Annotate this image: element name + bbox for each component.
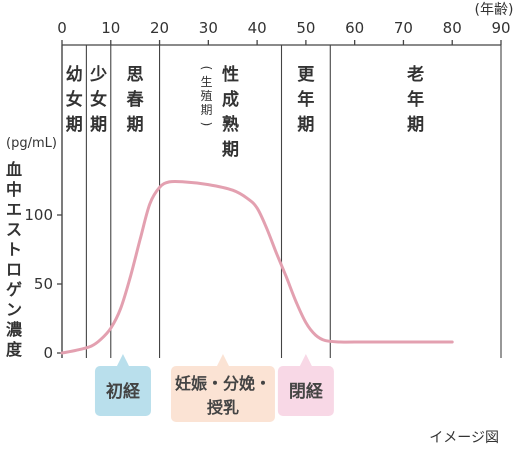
stage-label-char: 年 [407,89,424,110]
stage-label-char: 春 [127,89,144,110]
stage-label-char: 期 [66,115,83,135]
stage-label-char: 年 [297,89,314,110]
y-axis-label-char: 度 [6,340,23,359]
x-tick-label: 30 [199,19,218,37]
stage-label-char: 女 [66,89,83,110]
stage-sublabel-char: 殖 [201,88,213,103]
y-axis-label-char: ン [6,300,22,319]
event-pointer [299,354,312,366]
stage-label-char: 性 [222,64,239,85]
x-tick-label: 90 [491,19,510,37]
y-axis-label-char: 濃 [6,320,23,339]
stage-label-char: 期 [90,115,107,135]
event-box [170,366,275,422]
y-axis-label-char: ゲ [6,280,22,299]
stage-sublabel-char: ) [200,122,214,127]
y-tick-label: 0 [43,344,53,362]
image-note: イメージ図 [429,430,499,446]
x-axis-unit: (年齢) [475,2,514,18]
x-tick-label: 0 [57,19,67,37]
estrogen-series-line [60,179,454,355]
event-label: 初経 [106,381,141,402]
stage-sublabel-char: 生 [201,75,213,89]
stage-label-char: 成 [222,89,239,110]
event-label: 閉経 [289,381,324,402]
y-axis-label-char: ロ [6,260,22,279]
x-tick-label: 40 [248,19,267,37]
x-tick-label: 10 [101,19,120,37]
y-tick-label: 50 [34,275,53,293]
y-tick-label: 100 [24,206,53,224]
x-tick-label: 60 [345,19,364,37]
stage-label-char: 期 [407,115,424,135]
x-tick-label: 20 [150,19,169,37]
y-axis-label-char: ト [6,240,22,259]
stage-label-char: 期 [297,115,314,135]
stage-label-char: 少 [89,65,107,85]
y-axis-label-char: エ [6,200,22,219]
x-tick-label: 50 [296,19,315,37]
y-axis-label-char: 血 [6,160,22,179]
event-pointer [216,354,229,366]
stage-sublabel-char: ( [200,66,214,71]
x-tick-label: 70 [394,19,413,37]
event-box [277,366,334,416]
y-axis-unit: (pg/mL) [6,136,57,151]
event-label-line: 授乳 [207,398,239,417]
y-axis-label-char: ス [6,220,22,239]
event-label-line: 妊娠・分娩・ [175,374,271,393]
stage-sublabel-char: 期 [201,103,213,117]
stage-label-char: 老 [406,64,424,85]
x-tick-label: 80 [443,19,462,37]
event-pointer [116,354,129,366]
stage-label-char: 幼 [66,64,83,85]
stage-label-char: 期 [127,115,144,135]
stage-label-char: 熟 [222,114,239,135]
stage-label-char: 期 [222,140,239,160]
stage-label-char: 思 [127,65,144,85]
stage-label-char: 更 [297,65,315,85]
event-box [94,366,151,416]
y-axis-label-char: 中 [6,180,22,199]
stage-label-char: 女 [90,89,107,110]
